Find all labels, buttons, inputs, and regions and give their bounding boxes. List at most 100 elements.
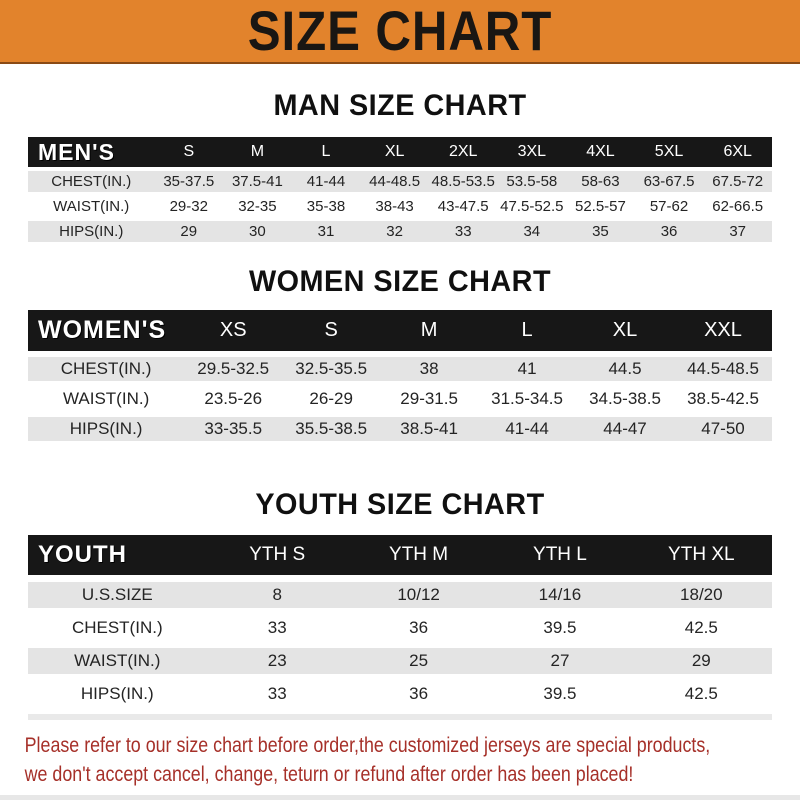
- women-section-heading: WOMEN SIZE CHART: [248, 265, 552, 298]
- row-label: CHEST(IN.): [71, 618, 163, 637]
- size-value-cell: 47.5-52.5: [500, 198, 564, 215]
- size-column-header: 4XL: [566, 137, 635, 167]
- table-row: HIPS(IN.) 33-35.5 35.5-38.5 38.5-41 41-44 44-…: [28, 417, 772, 441]
- size-column-header: S: [282, 310, 381, 351]
- size-column-header: M: [223, 137, 292, 167]
- size-value-cell: 52.5-57: [574, 198, 626, 215]
- size-column-header: L: [478, 310, 577, 351]
- size-value-cell: 32.5-35.5: [282, 357, 381, 381]
- size-value-cell: 57-62: [649, 198, 689, 215]
- size-value-cell: 36: [409, 684, 429, 703]
- size-value-cell: 27: [489, 648, 631, 674]
- size-column-header: L: [291, 137, 361, 167]
- size-value-cell: 39.5: [543, 684, 577, 703]
- size-value-cell: 63-67.5: [634, 171, 704, 192]
- disclaimer-line-2: we don't accept cancel, change, teturn o…: [24, 763, 634, 786]
- size-value-cell: 33: [267, 684, 287, 703]
- table-corner-label: MEN'S: [28, 137, 155, 167]
- size-value-cell: 37.5-41: [223, 171, 292, 192]
- size-value-cell: 26-29: [309, 389, 353, 408]
- size-value-cell: 39.5: [543, 618, 577, 637]
- youth-section-heading: YOUTH SIZE CHART: [255, 488, 545, 521]
- table-row: WAIST(IN.) 23 25 27 29: [28, 648, 772, 674]
- size-value-cell: 29-32: [169, 198, 208, 215]
- size-value-cell: 38-43: [375, 198, 414, 215]
- size-value-cell: 36: [409, 618, 429, 637]
- table-header-row: MEN'S S M L XL 2XL 3XL 4XL 5XL 6XL: [28, 137, 772, 167]
- size-value-cell: 41: [478, 357, 577, 381]
- size-value-cell: 35-38: [306, 198, 346, 215]
- size-value-cell: 34: [497, 221, 567, 242]
- table-row: WAIST(IN.) 23.5-26 26-29 29-31.5 31.5-34.5 34…: [28, 387, 772, 411]
- size-value-cell: 30: [223, 221, 292, 242]
- size-value-cell: 58-63: [566, 171, 635, 192]
- page-bottom-strip: [0, 795, 800, 800]
- youth-table-bottom-strip: [28, 714, 772, 720]
- section-women: WOMEN SIZE CHART WOMEN'S XS S M L XL XXL CHEST(…: [0, 265, 800, 447]
- size-value-cell: 42.5: [684, 618, 718, 637]
- size-value-cell: 29-31.5: [400, 389, 458, 408]
- size-value-cell: 31: [291, 221, 361, 242]
- disclaimer-line-1: Please refer to our size chart before or…: [24, 734, 711, 757]
- table-row: WAIST(IN.) 29-32 32-35 35-38 38-43 43-47.5 47.…: [28, 196, 772, 217]
- size-value-cell: 48.5-53.5: [428, 171, 498, 192]
- row-label: HIPS(IN.): [28, 221, 155, 242]
- size-value-cell: 62-66.5: [712, 198, 764, 215]
- size-value-cell: 47-50: [674, 417, 772, 441]
- size-value-cell: 31.5-34.5: [491, 389, 563, 408]
- size-column-header: YTH L: [489, 535, 631, 575]
- size-value-cell: 35.5-38.5: [282, 417, 381, 441]
- size-value-cell: 42.5: [684, 684, 718, 703]
- table-row: CHEST(IN.) 29.5-32.5 32.5-35.5 38 41 44.5 44.5…: [28, 357, 772, 381]
- size-value-cell: 18/20: [630, 582, 772, 608]
- size-value-cell: 41-44: [291, 171, 361, 192]
- size-value-cell: 44.5: [576, 357, 674, 381]
- size-value-cell: 37: [703, 221, 772, 242]
- table-row: U.S.SIZE 8 10/12 14/16 18/20: [28, 582, 772, 608]
- size-value-cell: 29: [154, 221, 224, 242]
- size-value-cell: 41-44: [478, 417, 577, 441]
- size-value-cell: 34.5-38.5: [589, 389, 661, 408]
- footer-disclaimer: Please refer to our size chart before or…: [0, 731, 799, 789]
- table-row: HIPS(IN.) 33 36 39.5 42.5: [28, 681, 772, 707]
- row-label: U.S.SIZE: [28, 582, 207, 608]
- section-man: MAN SIZE CHART MEN'S S M L XL 2XL 3XL 4XL 5XL 6XL…: [0, 89, 800, 246]
- size-value-cell: 29.5-32.5: [184, 357, 283, 381]
- row-label: WAIST(IN.): [28, 648, 207, 674]
- row-label: WAIST(IN.): [53, 198, 130, 215]
- size-column-header: 3XL: [497, 137, 567, 167]
- size-column-header: 6XL: [703, 137, 772, 167]
- youth-size-table: YOUTH YTH S YTH M YTH L YTH XL U.S.SIZE 8 10/12…: [28, 528, 772, 714]
- section-youth: YOUTH SIZE CHART YOUTH YTH S YTH M YTH L YTH…: [0, 488, 800, 720]
- banner-title: SIZE CHART: [247, 0, 553, 62]
- size-value-cell: 10/12: [347, 582, 490, 608]
- size-column-header: M: [380, 310, 479, 351]
- size-column-header: 2XL: [428, 137, 498, 167]
- size-value-cell: 43-47.5: [437, 198, 489, 215]
- table-header-row: WOMEN'S XS S M L XL XXL: [28, 310, 772, 351]
- size-column-header: S: [154, 137, 224, 167]
- size-value-cell: 67.5-72: [703, 171, 772, 192]
- size-value-cell: 44.5-48.5: [674, 357, 772, 381]
- size-value-cell: 33: [267, 618, 287, 637]
- size-column-header: YTH XL: [630, 535, 772, 575]
- size-column-header: XL: [576, 310, 674, 351]
- size-column-header: 5XL: [634, 137, 704, 167]
- size-column-header: YTH M: [347, 535, 490, 575]
- size-value-cell: 53.5-58: [497, 171, 567, 192]
- row-label: CHEST(IN.): [28, 357, 185, 381]
- size-column-header: YTH S: [206, 535, 348, 575]
- size-column-header: XL: [360, 137, 429, 167]
- table-header-row: YOUTH YTH S YTH M YTH L YTH XL: [28, 535, 772, 575]
- size-value-cell: 23.5-26: [204, 389, 263, 408]
- size-value-cell: 35-37.5: [154, 171, 224, 192]
- size-value-cell: 32-35: [238, 198, 277, 215]
- table-corner-label: WOMEN'S: [28, 310, 185, 351]
- size-value-cell: 23: [206, 648, 348, 674]
- size-value-cell: 14/16: [489, 582, 631, 608]
- size-value-cell: 35: [566, 221, 635, 242]
- row-label: HIPS(IN.): [80, 684, 154, 703]
- size-column-header: XXL: [674, 310, 772, 351]
- size-value-cell: 38.5-41: [380, 417, 479, 441]
- man-section-heading: MAN SIZE CHART: [273, 89, 527, 122]
